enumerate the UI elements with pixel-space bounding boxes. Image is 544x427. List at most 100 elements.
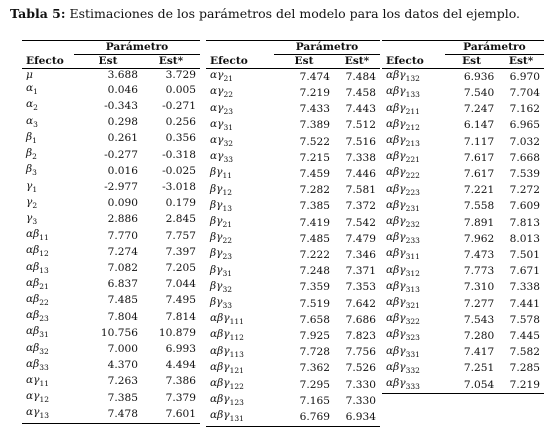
table-row: αβ21 6.837 7.044	[22, 277, 200, 293]
est-star-cell: 7.609	[509, 200, 540, 213]
est-cell: 7.251	[463, 362, 495, 375]
effect-cell: αβγ123	[210, 393, 244, 408]
est-cell: 7.117	[463, 135, 495, 148]
effect-cell: γ3	[26, 211, 38, 227]
est-cell: 0.016	[107, 164, 138, 177]
effect-cell: αβγ322	[386, 312, 420, 327]
est-cell: 7.770	[107, 229, 138, 242]
est-star-cell: 4.494	[165, 359, 196, 372]
est-cell: 7.891	[463, 216, 495, 229]
est-cell: 7.658	[299, 313, 330, 326]
est-star-cell: 10.879	[158, 326, 196, 339]
est-cell: 7.728	[299, 346, 330, 359]
effect-cell: αγ22	[210, 85, 234, 100]
table-row: αγ21 7.474 7.484	[206, 69, 380, 86]
effect-cell: βγ33	[210, 296, 233, 311]
est-cell: 7.558	[463, 200, 495, 213]
est-cell: 7.247	[463, 103, 495, 116]
effect-cell: αβ33	[26, 357, 49, 372]
effect-cell: αγ31	[210, 117, 234, 132]
est-star-cell: 7.346	[345, 248, 376, 261]
est-cell: 7.419	[299, 216, 330, 229]
table-row: βγ12 7.282 7.581	[206, 183, 380, 199]
est-cell: 7.474	[299, 70, 330, 83]
effect-cell: αβ22	[26, 292, 49, 308]
table-row: αβγ221 7.617 7.668	[382, 150, 544, 166]
est-star-cell: 3.729	[165, 69, 196, 82]
effect-cell: α1	[26, 82, 38, 97]
est-cell: 7.773	[463, 265, 495, 278]
est-cell: 7.359	[299, 281, 330, 294]
table-row: γ3 2.886 2.845	[22, 212, 200, 228]
effect-cell: αβγ122	[210, 377, 244, 392]
est-star-cell: 6.970	[509, 70, 540, 83]
table-row: αβ32 7.000 6.993	[22, 342, 200, 358]
est-star-cell: 7.495	[165, 294, 196, 307]
est-cell: 0.261	[107, 132, 138, 145]
effect-column-header: Efecto	[382, 54, 445, 70]
effect-cell: αβγ132	[386, 69, 420, 84]
est-star-cell: 7.581	[345, 184, 376, 197]
table-row: αγ32 7.522 7.516	[206, 134, 380, 150]
table-row: αγ11 7.263 7.386	[22, 374, 200, 390]
est-cell: 7.362	[299, 362, 330, 375]
est-cell: 7.277	[463, 297, 495, 310]
effect-cell: αβγ231	[386, 198, 420, 213]
est-cell: 7.543	[463, 313, 495, 326]
est-cell: 7.165	[299, 394, 330, 407]
est-star-cell: 7.539	[509, 167, 540, 180]
table-row: αβγ233 7.962 8.013	[382, 231, 544, 247]
est-cell: 7.485	[299, 232, 330, 245]
effect-column-header: Efecto	[206, 54, 274, 70]
est-star-cell: 7.330	[345, 378, 376, 391]
table-row: α3 0.298 0.256	[22, 115, 200, 131]
effect-cell: αβγ232	[386, 215, 420, 230]
effect-cell: αβ11	[26, 228, 49, 243]
est-column-header: Est	[444, 54, 499, 70]
effect-cell: αβγ223	[386, 182, 420, 197]
table-row: βγ11 7.459 7.446	[206, 166, 380, 182]
est-star-cell: 7.813	[509, 216, 540, 229]
effect-cell: αβγ121	[210, 360, 244, 375]
effect-cell: αγ23	[210, 101, 234, 116]
effect-cell: αβγ313	[386, 279, 420, 294]
effect-cell: αβγ212	[386, 117, 420, 132]
effect-cell: αβγ213	[386, 134, 420, 149]
table-row: αβγ231 7.558 7.609	[382, 199, 544, 215]
table-row: αβγ211 7.247 7.162	[382, 102, 544, 118]
effect-cell: αβγ221	[386, 150, 420, 165]
table-row: αβγ133 7.540 7.704	[382, 85, 544, 101]
effect-cell: αβγ133	[386, 85, 420, 100]
est-star-cell: 7.642	[345, 297, 376, 310]
effect-cell: αβγ222	[386, 166, 420, 181]
est-cell: 7.925	[299, 329, 330, 342]
effect-cell: αβγ111	[210, 312, 244, 327]
effect-cell: β3	[26, 163, 37, 178]
table-row: αβγ312 7.773 7.671	[382, 264, 544, 280]
table-row: αβγ313 7.310 7.338	[382, 280, 544, 296]
est-star-cell: 7.578	[509, 313, 540, 326]
est-star-cell: 7.441	[509, 297, 540, 310]
est-star-cell: 7.671	[509, 265, 540, 278]
est-star-cell: 7.032	[509, 135, 540, 148]
est-cell: -2.977	[104, 181, 138, 194]
est-cell: 7.433	[299, 103, 330, 116]
effect-cell: α3	[26, 114, 38, 129]
est-cell: 7.263	[107, 375, 138, 388]
table-row: αβ31 10.756 10.879	[22, 325, 200, 341]
est-star-cell: 7.756	[345, 346, 376, 359]
effect-cell: αβγ332	[386, 360, 420, 375]
est-star-cell: 7.219	[498, 377, 544, 395]
est-star-cell: 7.501	[509, 248, 540, 261]
table-row: αγ22 7.219 7.458	[206, 85, 380, 101]
table-caption-label: Tabla 5:	[10, 6, 66, 21]
est-cell: 7.519	[299, 297, 330, 310]
effect-cell: βγ12	[210, 182, 233, 197]
est-star-cell: 7.823	[345, 329, 376, 342]
effect-cell: αβ13	[26, 260, 49, 275]
table-row: βγ31 7.248 7.371	[206, 264, 380, 280]
est-cell: 7.219	[299, 86, 330, 99]
est-cell: 0.298	[107, 116, 138, 129]
est-star-cell: 7.668	[509, 151, 540, 164]
table-row: αβγ123 7.165 7.330	[206, 393, 380, 409]
